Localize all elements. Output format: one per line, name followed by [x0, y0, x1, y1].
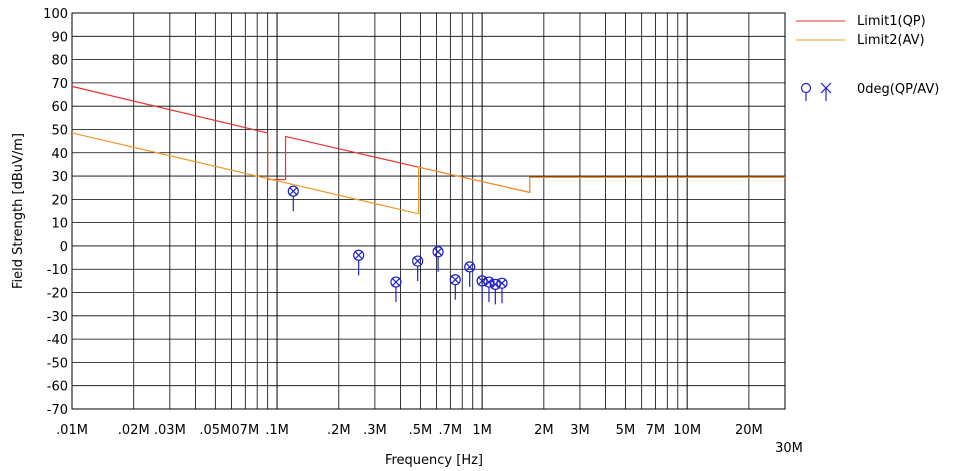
- legend-label-limit1: Limit1(QP): [857, 14, 926, 29]
- measurement-marker: [489, 278, 501, 305]
- y-tick-label: 0: [60, 240, 68, 255]
- x-tick-label: .5M: [409, 423, 433, 438]
- x-tick-label: .02M: [118, 423, 150, 438]
- y-tick-label: 10: [51, 217, 68, 232]
- y-tick-label: 60: [51, 100, 68, 115]
- x-tick-labels: .01M .02M .03M .05M 07M .1M .2M .3M .5M .7M 1M 2M 3M…: [56, 423, 803, 456]
- y-tick-label: 40: [51, 147, 68, 162]
- y-tick-labels: 1009080706050403020100-10-20-30-40-50-60…: [43, 7, 68, 418]
- x-tick-label: 30M: [775, 441, 803, 456]
- x-tick-label: 5M: [616, 423, 636, 438]
- y-tick-label: 20: [51, 193, 68, 208]
- x-tick-label: .05M: [199, 423, 231, 438]
- y-tick-label: -70: [47, 403, 68, 418]
- x-tick-label: 3M: [570, 423, 590, 438]
- x-tick-label: .7M: [439, 423, 463, 438]
- x-tick-label: .3M: [363, 423, 387, 438]
- limit-lines: [71, 85, 785, 215]
- x-tick-label: 07M: [231, 423, 259, 438]
- measurement-marker: [464, 261, 476, 287]
- y-tick-label: 30: [51, 170, 68, 185]
- x-tick-label: .2M: [327, 423, 351, 438]
- x-tick-label: 7M: [646, 423, 666, 438]
- measurement-marker: [390, 276, 402, 303]
- x-tick-label: 1M: [472, 423, 492, 438]
- x-axis-label: Frequency [Hz]: [385, 453, 483, 468]
- av-marker-stroke: [484, 277, 494, 287]
- x-tick-label: 20M: [735, 423, 763, 438]
- measurement-marker: [496, 277, 508, 304]
- x-tick-label: 2M: [534, 423, 554, 438]
- measurement-marker: [432, 246, 444, 272]
- plot-frame: [71, 12, 786, 410]
- measurement-marker: [353, 249, 365, 276]
- x-tick-label: .01M: [56, 423, 88, 438]
- av-marker-stroke: [288, 186, 298, 196]
- y-tick-label: 80: [51, 54, 68, 69]
- av-marker-stroke: [433, 247, 443, 257]
- measurement-marker: [483, 276, 495, 303]
- y-tick-label: 90: [51, 30, 68, 45]
- av-marker-stroke: [490, 279, 500, 289]
- y-tick-label: -30: [47, 310, 68, 325]
- measurement-marker: [287, 185, 299, 212]
- x-tick-label: .03M: [154, 423, 186, 438]
- y-tick-label: -60: [47, 380, 68, 395]
- y-tick-label: 50: [51, 123, 68, 138]
- av-marker-stroke: [391, 277, 401, 287]
- av-marker-stroke: [477, 276, 487, 286]
- av-marker-stroke: [413, 256, 423, 266]
- y-tick-label: 70: [51, 77, 68, 92]
- y-tick-label: -20: [47, 287, 68, 302]
- legend-av-symbol-icon: [820, 82, 832, 101]
- x-tick-label: 10M: [673, 423, 701, 438]
- series-line-2: [71, 132, 785, 215]
- y-tick-label: -50: [47, 356, 68, 371]
- measurement-marker: [449, 274, 461, 300]
- y-tick-label: 100: [43, 7, 68, 22]
- y-axis-label: Field Strength [dBuV/m]: [11, 133, 26, 289]
- av-marker-stroke: [450, 275, 460, 285]
- grid: [71, 12, 786, 410]
- legend-qp-symbol-icon: [800, 82, 812, 101]
- measurement-marker: [412, 255, 424, 282]
- y-tick-label: -10: [47, 263, 68, 278]
- legend: Limit1(QP) Limit2(AV) 0deg(QP/AV): [796, 14, 939, 101]
- av-marker-stroke: [354, 250, 364, 260]
- y-tick-label: -40: [47, 333, 68, 348]
- av-marker-stroke: [465, 262, 475, 272]
- x-tick-label: .1M: [265, 423, 289, 438]
- legend-label-limit2: Limit2(AV): [857, 33, 925, 48]
- measurement-markers: [287, 185, 508, 305]
- legend-label-markers: 0deg(QP/AV): [857, 82, 939, 97]
- av-marker-stroke: [497, 278, 507, 288]
